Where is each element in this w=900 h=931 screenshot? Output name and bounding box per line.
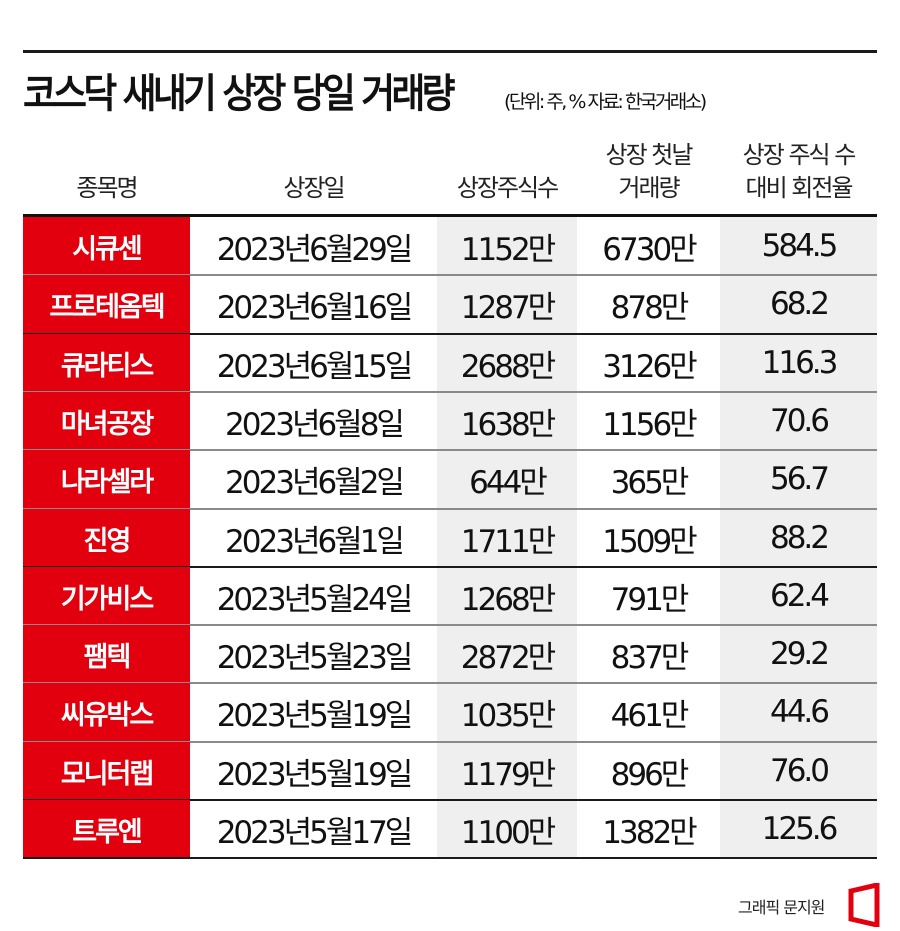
- table-row: 모니터랩 2023년5월19일 1179만 896만 76.0: [23, 742, 877, 800]
- header-turnover-line1: 상장 주식 수: [742, 141, 857, 169]
- listed-shares: 1035만: [460, 697, 556, 734]
- table-row: 팸텍 2023년5월23일 2872만 837만 29.2: [23, 625, 877, 683]
- row-divider: [23, 274, 877, 276]
- row-divider: [23, 624, 877, 626]
- turnover-rate: 62.4: [769, 578, 830, 614]
- row-divider: [23, 682, 877, 684]
- listing-date: 2023년5월17일: [216, 814, 414, 851]
- listing-date: 2023년6월15일: [216, 348, 414, 385]
- table-row: 진영 2023년6월1일 1711만 1509만 88.2: [23, 509, 877, 567]
- listed-shares: 1152만: [460, 231, 556, 268]
- listed-shares: 1638만: [460, 406, 556, 443]
- row-divider: [23, 508, 877, 510]
- table-row: 나라셀라 2023년6월2일 644만 365만 56.7: [23, 450, 877, 508]
- row-divider: [23, 799, 877, 801]
- turnover-rate: 88.2: [769, 520, 830, 556]
- stock-name: 팸텍: [23, 625, 190, 683]
- table-row: 시큐센 2023년6월29일 1152만 6730만 584.5: [23, 217, 877, 275]
- listing-date: 2023년6월29일: [216, 231, 414, 268]
- header-turnover: 상장 주식 수 대비 회전율: [720, 139, 877, 205]
- header-volume-line2: 거래량: [618, 174, 680, 202]
- first-day-volume: 791만: [610, 581, 690, 618]
- row-divider: [23, 449, 877, 451]
- table-row: 트루엔 2023년5월17일 1100만 1382만 125.6: [23, 800, 877, 858]
- first-day-volume: 365만: [610, 464, 690, 501]
- first-day-volume: 1509만: [602, 523, 697, 560]
- listing-date: 2023년6월8일: [225, 406, 405, 443]
- header-turnover-line2: 대비 회전율: [745, 174, 853, 202]
- listed-shares: 2872만: [460, 639, 556, 676]
- header-rule: [23, 214, 877, 217]
- listed-shares: 1287만: [460, 289, 556, 326]
- listing-date: 2023년6월2일: [225, 464, 405, 501]
- listing-date: 2023년5월19일: [216, 697, 414, 734]
- listing-date: 2023년5월19일: [216, 756, 414, 793]
- turnover-rate: 44.6: [769, 694, 830, 730]
- listed-shares: 1268만: [460, 581, 556, 618]
- stock-name: 마녀공장: [23, 392, 190, 450]
- stock-name: 큐라티스: [23, 334, 190, 392]
- listing-date: 2023년5월23일: [216, 639, 414, 676]
- turnover-rate: 116.3: [761, 345, 839, 381]
- top-rule: [23, 50, 877, 53]
- table-row: 마녀공장 2023년6월8일 1638만 1156만 70.6: [23, 392, 877, 450]
- turnover-rate: 125.6: [761, 811, 839, 847]
- table-row: 프로테옴텍 2023년6월16일 1287만 878만 68.2: [23, 275, 877, 333]
- header-shares: 상장주식수: [456, 174, 559, 202]
- stock-name: 시큐센: [23, 217, 190, 275]
- listed-shares: 1179만: [460, 756, 556, 793]
- listing-date: 2023년5월24일: [216, 581, 414, 618]
- first-day-volume: 1382만: [602, 814, 697, 851]
- first-day-volume: 6730만: [602, 231, 697, 268]
- turnover-rate: 68.2: [769, 286, 830, 322]
- row-divider: [23, 333, 877, 335]
- row-divider: [23, 391, 877, 393]
- turnover-rate: 76.0: [769, 753, 830, 789]
- header-date: 상장일: [283, 174, 345, 202]
- shares-column-shade: [437, 217, 577, 858]
- listed-shares: 2688만: [460, 348, 556, 385]
- header-volume-line1: 상장 첫날: [605, 141, 694, 169]
- chart-title: 코스닥 새내기 상장 당일 거래량: [23, 71, 456, 117]
- row-divider: [23, 566, 877, 568]
- stock-name: 기가비스: [23, 567, 190, 625]
- unit-source-note: (단위: 주, % 자료: 한국거래소): [504, 91, 707, 113]
- stock-name: 트루엔: [23, 800, 190, 858]
- turnover-rate: 29.2: [769, 636, 830, 672]
- stock-name: 나라셀라: [23, 450, 190, 508]
- header-volume: 상장 첫날 거래량: [577, 139, 720, 205]
- listing-date: 2023년6월16일: [216, 289, 414, 326]
- turnover-rate: 56.7: [769, 461, 830, 497]
- first-day-volume: 878만: [610, 289, 690, 326]
- stock-name: 모니터랩: [23, 742, 190, 800]
- stock-name: 씨유박스: [23, 683, 190, 741]
- publisher-logo-icon: [848, 883, 880, 927]
- stock-name: 진영: [23, 509, 190, 567]
- table-row: 씨유박스 2023년5월19일 1035만 461만 44.6: [23, 683, 877, 741]
- listed-shares: 1711만: [460, 523, 556, 560]
- table-row: 큐라티스 2023년6월15일 2688만 3126만 116.3: [23, 334, 877, 392]
- turnover-column-shade: [720, 217, 877, 858]
- first-day-volume: 1156만: [602, 406, 697, 443]
- listed-shares: 644만: [469, 464, 548, 501]
- header-name: 종목명: [76, 174, 138, 202]
- row-divider: [23, 741, 877, 743]
- turnover-rate: 584.5: [761, 228, 839, 264]
- stock-name: 프로테옴텍: [23, 275, 190, 333]
- listed-shares: 1100만: [460, 814, 556, 851]
- first-day-volume: 837만: [610, 639, 690, 676]
- first-day-volume: 896만: [610, 756, 690, 793]
- row-divider: [23, 857, 877, 859]
- first-day-volume: 461만: [610, 697, 690, 734]
- listing-date: 2023년6월1일: [225, 523, 405, 560]
- graphic-credit: 그래픽 문지원: [738, 898, 825, 917]
- turnover-rate: 70.6: [769, 403, 830, 439]
- table-row: 기가비스 2023년5월24일 1268만 791만 62.4: [23, 567, 877, 625]
- first-day-volume: 3126만: [602, 348, 697, 385]
